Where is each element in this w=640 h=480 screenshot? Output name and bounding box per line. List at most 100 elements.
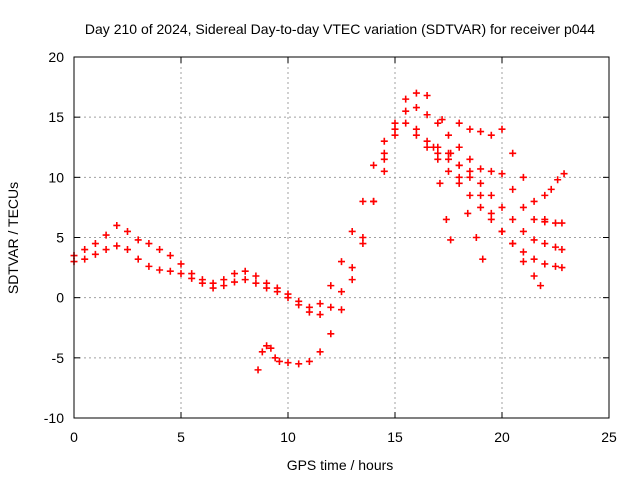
data-point	[560, 170, 568, 178]
data-point	[220, 282, 228, 290]
data-point	[552, 262, 559, 270]
data-point	[447, 149, 455, 157]
data-point	[316, 311, 324, 319]
data-point	[423, 92, 431, 100]
data-point	[487, 191, 495, 199]
data-point	[509, 185, 517, 193]
x-tick-label: 15	[387, 429, 403, 445]
y-tick-label: 0	[56, 290, 64, 306]
data-point	[166, 267, 174, 275]
data-point	[442, 215, 450, 223]
y-tick-label: 5	[56, 230, 64, 246]
data-point	[177, 270, 185, 278]
data-point	[402, 107, 410, 115]
data-point	[455, 179, 463, 187]
data-point	[91, 250, 99, 258]
data-point	[254, 366, 262, 374]
data-point	[509, 215, 517, 223]
data-point	[316, 300, 324, 308]
data-point	[263, 342, 271, 350]
data-point	[327, 282, 335, 290]
data-point	[412, 104, 420, 112]
data-point	[537, 282, 545, 290]
data-point	[166, 252, 174, 260]
series-track-4	[380, 104, 566, 227]
data-point	[370, 197, 378, 205]
data-point	[402, 95, 410, 103]
data-point	[445, 167, 452, 175]
series-track-10	[430, 143, 455, 244]
series-track-1	[70, 89, 431, 311]
data-point	[359, 240, 367, 248]
axis-ticks	[73, 56, 610, 419]
data-point	[455, 161, 463, 169]
data-point	[552, 219, 559, 227]
data-point	[391, 131, 399, 139]
x-tick-label: 10	[280, 429, 296, 445]
data-point	[487, 209, 495, 217]
data-point	[434, 155, 442, 163]
data-point	[447, 236, 455, 244]
data-point	[252, 272, 260, 280]
y-axis-label: SDTVAR / TECUs	[5, 182, 21, 294]
data-point	[530, 215, 538, 223]
y-tick-label: -10	[44, 410, 64, 426]
data-point	[466, 155, 474, 163]
data-point	[402, 119, 410, 127]
data-point	[258, 348, 266, 356]
y-tick-labels: -10 -5 0 5 10 15 20	[44, 49, 64, 426]
x-tick-label: 25	[601, 429, 617, 445]
data-point	[348, 227, 356, 235]
data-point	[134, 236, 142, 244]
data-point	[498, 227, 506, 235]
series-track-9	[438, 116, 487, 263]
data-point	[541, 215, 549, 223]
data-point	[252, 279, 260, 287]
data-point	[530, 236, 538, 244]
series-track-11	[541, 170, 568, 199]
data-point	[156, 246, 164, 254]
data-point	[241, 267, 249, 275]
data-point	[554, 176, 562, 184]
series-track-2	[70, 167, 388, 319]
data-point	[327, 303, 335, 311]
data-point	[509, 149, 517, 157]
data-point	[102, 246, 110, 254]
data-point	[477, 128, 485, 136]
x-tick-label: 0	[70, 429, 78, 445]
data-point	[284, 359, 292, 367]
data-point	[498, 125, 506, 133]
data-point	[412, 89, 420, 97]
data-point	[519, 173, 527, 181]
data-point	[558, 264, 566, 272]
data-point	[477, 191, 485, 199]
data-point	[477, 203, 485, 211]
data-points	[70, 89, 568, 374]
data-point	[519, 258, 527, 266]
data-point	[338, 288, 345, 296]
data-point	[558, 246, 566, 254]
data-point	[477, 179, 485, 187]
data-point	[102, 231, 110, 239]
data-point	[359, 197, 367, 205]
data-point	[519, 203, 527, 211]
data-point	[145, 240, 153, 248]
data-point	[455, 119, 463, 127]
data-point	[295, 301, 303, 309]
x-axis-label: GPS time / hours	[287, 457, 394, 473]
data-point	[295, 360, 303, 368]
data-point	[124, 246, 131, 254]
data-point	[445, 131, 452, 139]
data-point	[338, 306, 345, 314]
data-point	[124, 227, 131, 235]
data-point	[338, 258, 345, 266]
data-point	[455, 143, 463, 151]
data-point	[464, 209, 472, 217]
data-point	[530, 255, 538, 263]
data-point	[275, 357, 283, 365]
data-point	[487, 131, 495, 139]
data-point	[430, 143, 438, 151]
data-point	[391, 125, 399, 133]
y-tick-label: 10	[48, 169, 64, 185]
